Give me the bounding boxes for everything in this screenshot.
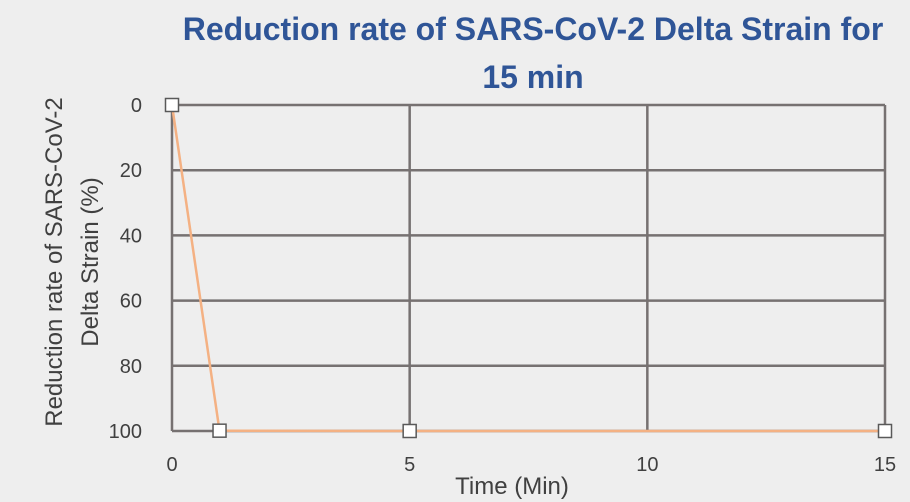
data-point-marker — [402, 423, 417, 439]
chart-title: Reduction rate of SARS-CoV-2 Delta Strai… — [183, 11, 884, 95]
x-tick-label: 5 — [404, 454, 415, 476]
data-point-marker — [164, 97, 180, 113]
grid — [170, 103, 887, 433]
y-tick-label: 0 — [131, 95, 142, 117]
series-line-0 — [170, 104, 885, 433]
y-tick-label: 60 — [120, 291, 142, 313]
data-point-marker — [212, 423, 227, 438]
chart-title-line-2: 15 min — [482, 59, 583, 95]
y-axis-label-line-1: Reduction rate of SARS-CoV-2 — [41, 97, 68, 427]
y-tick-label: 20 — [120, 160, 142, 182]
y-tick-label: 80 — [120, 356, 142, 378]
data-point-marker — [877, 423, 893, 439]
x-axis-label: Time (Min) — [455, 473, 569, 500]
y-tick-label: 100 — [109, 421, 142, 443]
series — [164, 97, 893, 439]
x-tick-label: 15 — [874, 454, 896, 476]
x-axis-ticks: 0 5 10 15 — [166, 454, 896, 476]
y-axis-label: Reduction rate of SARS-CoV-2 Delta Strai… — [41, 97, 104, 427]
y-axis-ticks: 0 20 40 60 80 100 — [109, 95, 142, 443]
x-tick-label: 0 — [166, 454, 177, 476]
x-tick-label: 10 — [636, 454, 658, 476]
y-axis-label-line-2: Delta Strain (%) — [77, 177, 104, 346]
chart-title-line-1: Reduction rate of SARS-CoV-2 Delta Strai… — [183, 11, 884, 47]
y-tick-label: 40 — [120, 225, 142, 247]
